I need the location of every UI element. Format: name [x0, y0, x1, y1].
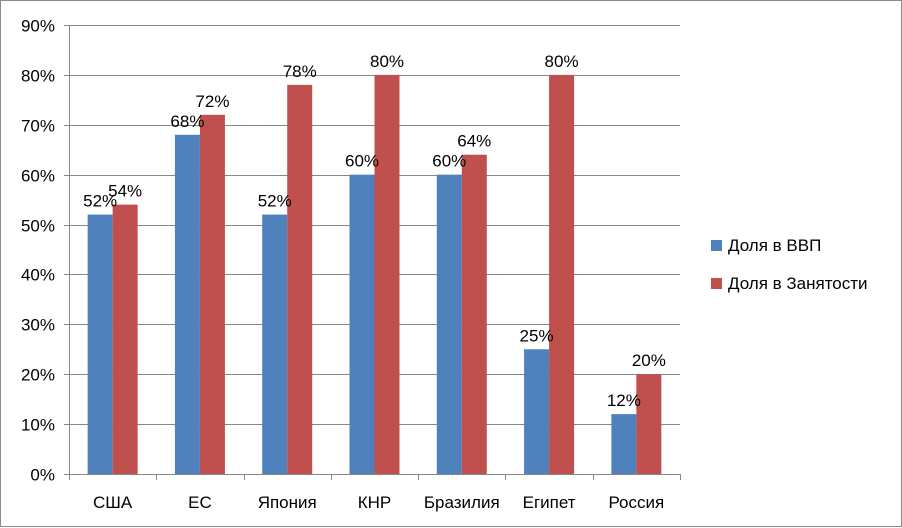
axes: 0% 10% 20% 30% 40% 50% 60% 70% 80% 90% США ЕС Япония…	[21, 17, 681, 512]
legend: Доля в ВВП Доля в Занятости	[711, 236, 868, 293]
y-tick-label: 60%	[21, 167, 55, 186]
y-tick-label: 20%	[21, 366, 55, 385]
y-tick-label: 10%	[21, 416, 55, 435]
bars	[87, 74, 662, 475]
y-tick-label: 0%	[30, 466, 55, 485]
x-tick-label: Япония	[258, 493, 317, 512]
data-label: 54%	[108, 182, 142, 201]
x-tick-label: ЕС	[188, 493, 212, 512]
legend-label: Доля в ВВП	[728, 236, 821, 255]
x-tick-label: КНР	[358, 493, 392, 512]
bar-employment-share	[461, 154, 487, 474]
data-label: 68%	[170, 112, 204, 131]
bar-gdp-share	[436, 174, 462, 474]
legend-label: Доля в Занятости	[728, 274, 868, 293]
data-label: 20%	[632, 351, 666, 370]
bar-gdp-share	[262, 214, 288, 475]
data-label: 72%	[195, 92, 229, 111]
bar-employment-share	[112, 204, 138, 474]
y-tick-label: 70%	[21, 117, 55, 136]
y-tick-label: 40%	[21, 266, 55, 285]
x-tick-label: Египет	[523, 493, 576, 512]
bar-employment-share	[199, 114, 225, 475]
bar-employment-share	[287, 84, 313, 474]
data-label: 80%	[545, 52, 579, 71]
data-label: 60%	[432, 152, 466, 171]
data-labels: 52%54%68%72%52%78%60%80%60%64%25%80%12%2…	[83, 52, 666, 410]
data-label: 52%	[258, 192, 292, 211]
y-tick-label: 90%	[21, 17, 55, 36]
y-tick-label: 30%	[21, 316, 55, 335]
legend-swatch	[711, 240, 722, 251]
y-tick-label: 80%	[21, 67, 55, 86]
bar-gdp-share	[524, 349, 550, 474]
bar-gdp-share	[349, 174, 375, 474]
bar-employment-share	[549, 74, 575, 474]
bar-employment-share	[636, 374, 662, 474]
x-tick-label: США	[93, 493, 133, 512]
data-label: 12%	[607, 391, 641, 410]
data-label: 60%	[345, 152, 379, 171]
data-label: 64%	[457, 132, 491, 151]
data-label: 78%	[283, 62, 317, 81]
bar-gdp-share	[87, 214, 113, 475]
data-label: 80%	[370, 52, 404, 71]
x-tick-label: Россия	[608, 493, 664, 512]
legend-swatch	[711, 278, 722, 289]
bar-gdp-share	[611, 414, 637, 474]
x-tick-label: Бразилия	[424, 493, 500, 512]
bar-employment-share	[374, 74, 400, 474]
bar-gdp-share	[174, 134, 200, 474]
data-label: 52%	[83, 192, 117, 211]
data-label: 25%	[520, 326, 554, 345]
y-tick-label: 50%	[21, 217, 55, 236]
